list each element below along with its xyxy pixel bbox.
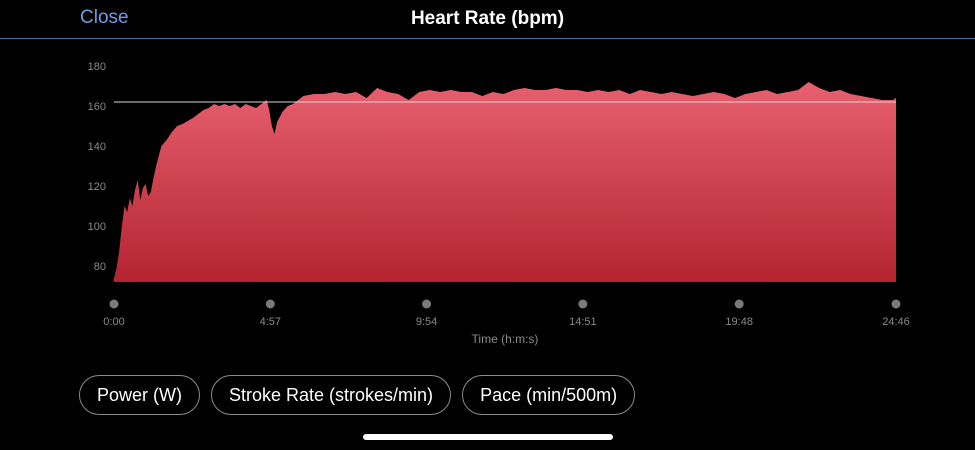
x-tick-label: 9:54 — [416, 316, 437, 328]
x-tick-dot — [578, 299, 588, 309]
heart-rate-chart: 80 100 120 140 160 180 0:00 4:57 9:54 14:51 19:48… — [88, 61, 910, 346]
x-tick-label: 0:00 — [103, 316, 124, 328]
header-bar: Close Heart Rate (bpm) — [0, 0, 975, 39]
power-button[interactable]: Power (W) — [79, 375, 200, 415]
x-tick-dot — [891, 299, 901, 309]
x-tick-dot — [109, 299, 119, 309]
y-tick-label: 160 — [88, 101, 106, 113]
x-axis: 0:00 4:57 9:54 14:51 19:48 24:46 — [103, 299, 910, 328]
metric-selector: Power (W) Stroke Rate (strokes/min) Pace… — [79, 375, 636, 415]
heart-rate-area — [114, 82, 896, 282]
x-tick-dot — [422, 299, 432, 309]
y-tick-label: 180 — [88, 61, 106, 73]
x-tick-label: 24:46 — [882, 316, 910, 328]
y-tick-label: 100 — [88, 221, 106, 233]
page-title: Heart Rate (bpm) — [410, 8, 565, 29]
stroke-rate-button[interactable]: Stroke Rate (strokes/min) — [211, 375, 452, 415]
x-tick-dot — [734, 299, 744, 309]
x-tick-label: 19:48 — [725, 316, 753, 328]
x-tick-dot — [265, 299, 275, 309]
y-tick-label: 80 — [94, 261, 106, 273]
y-tick-label: 120 — [88, 181, 106, 193]
pace-button[interactable]: Pace (min/500m) — [462, 375, 636, 415]
close-button[interactable]: Close — [80, 7, 129, 28]
x-axis-label: Time (h:m:s) — [472, 332, 539, 346]
y-axis: 80 100 120 140 160 180 — [88, 61, 106, 273]
y-tick-label: 140 — [88, 141, 106, 153]
x-tick-label: 4:57 — [260, 316, 281, 328]
home-indicator — [363, 434, 613, 440]
x-tick-label: 14:51 — [569, 316, 597, 328]
